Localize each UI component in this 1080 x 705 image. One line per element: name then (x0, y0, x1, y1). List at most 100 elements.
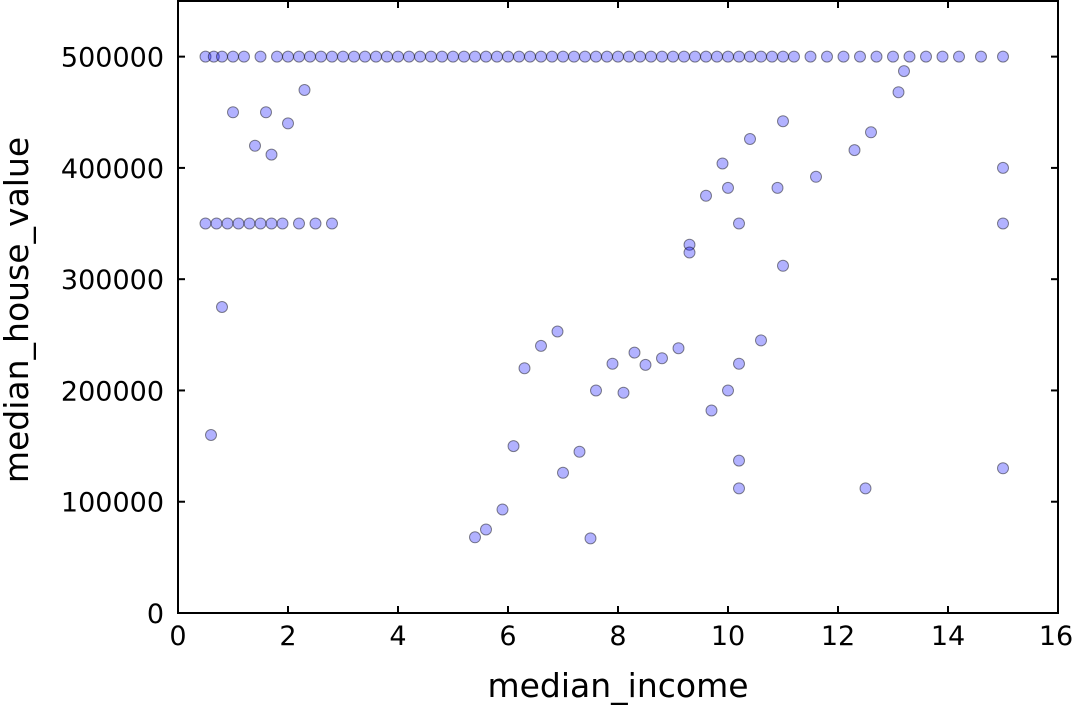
data-point (309, 217, 322, 230)
data-point (199, 217, 212, 230)
x-tick-label: 0 (169, 621, 186, 652)
data-point (997, 50, 1009, 63)
data-point (348, 50, 360, 63)
data-point (282, 117, 294, 130)
data-point (733, 482, 745, 495)
data-point (469, 531, 481, 544)
data-point (683, 238, 696, 251)
data-point (425, 50, 437, 63)
data-point (293, 217, 305, 230)
data-point (898, 65, 910, 78)
data-point (276, 217, 289, 230)
data-point (469, 50, 481, 63)
y-tick-label: 100000 (61, 488, 164, 519)
x-tick-label: 12 (821, 621, 855, 652)
data-point (953, 50, 965, 63)
ticks-layer: 0 2 4 6 8 10 12 14 16 0 100000 200000 300000 400000 50… (61, 1, 1073, 652)
data-point (254, 50, 267, 63)
data-point (700, 189, 712, 202)
points-layer (199, 50, 1009, 545)
data-point (524, 50, 536, 63)
data-point (700, 50, 712, 63)
data-point (997, 217, 1009, 230)
data-point (705, 404, 718, 417)
data-point (480, 50, 492, 63)
data-point (265, 148, 278, 161)
y-tick-label: 0 (147, 599, 164, 630)
x-tick-label: 6 (499, 621, 516, 652)
data-point (458, 50, 470, 63)
data-point (656, 352, 668, 365)
data-point (579, 50, 591, 63)
x-tick-label: 4 (389, 621, 406, 652)
data-point (392, 50, 404, 63)
data-point (892, 86, 905, 99)
data-point (304, 50, 316, 63)
data-point (887, 50, 899, 63)
data-point (359, 50, 371, 63)
data-point (414, 50, 426, 63)
data-point (210, 217, 223, 230)
data-point (326, 50, 338, 63)
data-point (260, 106, 272, 119)
data-point (227, 50, 239, 63)
data-point (199, 50, 212, 63)
data-point (551, 325, 564, 338)
data-point (370, 50, 382, 63)
data-point (788, 50, 800, 63)
data-point (755, 334, 767, 347)
data-point (502, 50, 514, 63)
data-point (601, 50, 613, 63)
data-point (232, 217, 245, 230)
data-point (656, 50, 668, 63)
data-point (722, 181, 734, 194)
data-point (518, 362, 531, 375)
data-point (997, 462, 1009, 475)
data-point (848, 144, 861, 157)
data-point (859, 482, 872, 495)
y-tick-label: 300000 (61, 265, 164, 296)
data-point (689, 50, 701, 63)
y-tick-label: 500000 (61, 43, 164, 74)
data-point (557, 466, 569, 479)
data-point (238, 50, 250, 63)
data-point (733, 357, 745, 370)
data-point (733, 454, 745, 467)
data-point (755, 50, 767, 63)
data-point (733, 217, 745, 230)
data-point (733, 50, 745, 63)
data-point (513, 50, 525, 63)
y-tick-label: 400000 (61, 154, 164, 185)
data-point (766, 50, 778, 63)
data-point (716, 157, 729, 170)
data-point (227, 106, 239, 119)
data-point (568, 50, 580, 63)
data-point (557, 50, 569, 63)
data-point (821, 50, 833, 63)
data-point (722, 384, 734, 397)
data-point (207, 50, 220, 63)
data-point (271, 50, 283, 63)
data-point (683, 246, 696, 259)
data-point (546, 50, 558, 63)
x-tick-label: 10 (711, 621, 745, 652)
data-point (722, 50, 734, 63)
data-point (804, 50, 817, 63)
data-point (584, 532, 597, 545)
data-point (436, 50, 448, 63)
data-point (507, 440, 520, 453)
data-point (936, 50, 949, 63)
data-point (535, 339, 547, 352)
data-point (920, 50, 932, 63)
data-point (870, 50, 883, 63)
data-point (480, 523, 492, 536)
data-point (491, 50, 503, 63)
data-point (711, 50, 723, 63)
data-point (837, 50, 850, 63)
data-point (628, 346, 641, 359)
data-point (243, 217, 256, 230)
data-point (854, 50, 866, 63)
data-point (265, 217, 278, 230)
